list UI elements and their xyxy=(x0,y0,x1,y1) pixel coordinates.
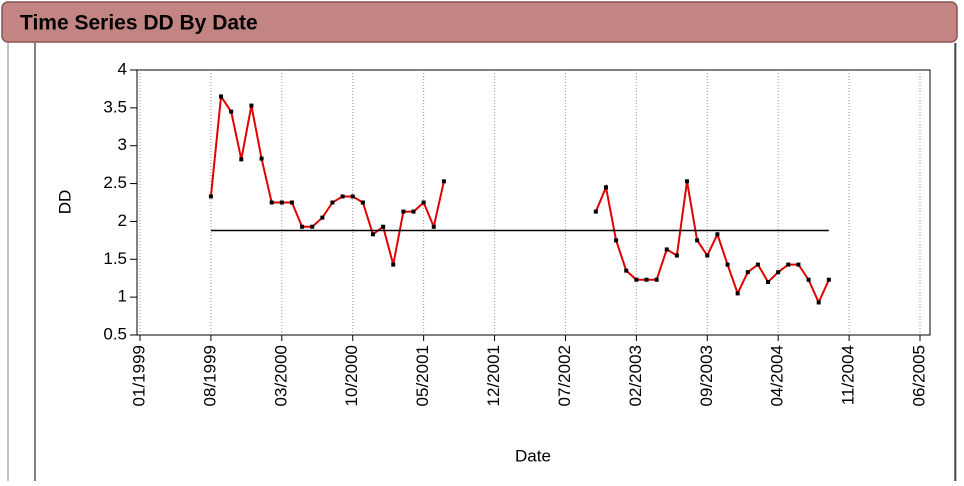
data-point xyxy=(735,291,740,296)
data-point xyxy=(350,194,355,199)
data-point xyxy=(624,268,629,273)
x-tick-label: 04/2004 xyxy=(768,345,787,406)
data-point xyxy=(208,194,213,199)
series-line xyxy=(594,181,830,305)
data-point xyxy=(219,94,224,99)
data-point xyxy=(603,185,608,190)
data-point xyxy=(259,156,264,161)
data-point xyxy=(766,280,771,284)
x-tick-label: 06/2005 xyxy=(909,345,928,406)
x-tick-label: 09/2003 xyxy=(697,345,716,406)
data-point xyxy=(755,262,760,267)
y-tick-label: 3.5 xyxy=(103,97,127,116)
data-point xyxy=(421,200,426,205)
data-point xyxy=(725,262,730,267)
y-tick-label: 1.5 xyxy=(103,249,127,268)
data-point xyxy=(796,262,801,267)
data-point xyxy=(431,224,436,229)
data-point xyxy=(229,109,234,114)
data-point xyxy=(249,103,254,108)
data-point xyxy=(654,277,659,282)
chart-title: Time Series DD By Date xyxy=(20,12,258,35)
x-tick-label: 11/2004 xyxy=(839,345,858,405)
y-axis-label: DD xyxy=(55,190,74,215)
data-point xyxy=(381,224,386,229)
data-point xyxy=(360,200,365,205)
data-point xyxy=(391,262,396,267)
data-point xyxy=(320,215,325,220)
data-point xyxy=(806,277,811,282)
x-tick-label: 02/2003 xyxy=(626,345,645,406)
x-axis-label: Date xyxy=(515,446,551,465)
data-point xyxy=(685,179,690,184)
x-tick-label: 08/1999 xyxy=(200,345,219,406)
data-point xyxy=(279,200,284,205)
data-point xyxy=(401,209,406,214)
x-tick-label: 12/2001 xyxy=(484,345,503,406)
data-point xyxy=(644,277,649,282)
x-tick-label: 03/2000 xyxy=(271,345,290,406)
x-tick-label: 07/2002 xyxy=(555,345,574,406)
data-point xyxy=(674,253,679,258)
data-point xyxy=(634,277,639,282)
y-tick-label: 2.5 xyxy=(103,173,127,192)
data-point xyxy=(593,209,598,214)
data-point xyxy=(239,157,244,162)
y-tick-label: 0.5 xyxy=(103,324,127,343)
data-point xyxy=(411,209,416,214)
data-point xyxy=(715,232,720,237)
y-tick-label: 4 xyxy=(118,59,127,78)
x-tick-label: 05/2001 xyxy=(413,345,432,406)
data-point xyxy=(826,277,831,282)
data-point xyxy=(786,262,791,267)
data-point xyxy=(776,270,781,275)
plot-frame xyxy=(136,69,931,336)
data-point xyxy=(664,247,669,252)
data-point xyxy=(441,179,446,184)
data-point xyxy=(370,232,375,237)
data-point xyxy=(330,200,335,205)
data-point xyxy=(310,224,315,229)
y-tick-label: 2 xyxy=(118,211,127,230)
series-line xyxy=(209,93,445,265)
y-tick-label: 1 xyxy=(118,287,127,306)
title-bar xyxy=(1,1,958,43)
data-point xyxy=(695,238,700,243)
data-point xyxy=(340,194,345,199)
data-point xyxy=(289,200,294,205)
x-tick-label: 01/1999 xyxy=(129,345,148,406)
data-point xyxy=(269,200,274,205)
y-tick-label: 3 xyxy=(118,135,127,154)
data-point xyxy=(705,253,710,258)
x-tick-label: 10/2000 xyxy=(342,345,361,406)
data-point xyxy=(300,224,305,229)
data-point xyxy=(816,300,821,305)
data-point xyxy=(614,238,619,243)
data-point xyxy=(745,270,750,275)
